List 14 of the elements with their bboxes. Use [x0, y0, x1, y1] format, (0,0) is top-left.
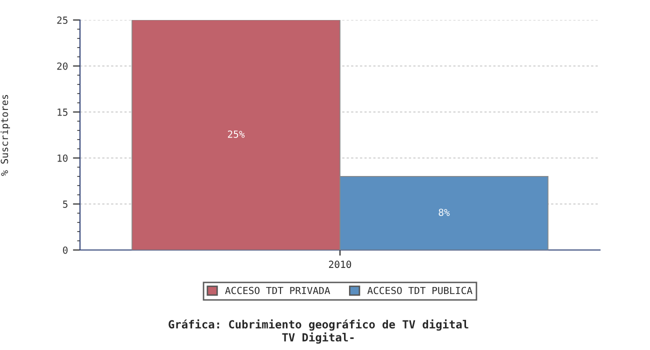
- y-tick-label: 10: [58, 154, 68, 162]
- y-tick-label: 25: [57, 16, 68, 24]
- y-tick-label: 5: [63, 200, 68, 208]
- data-label: 8%: [438, 208, 450, 216]
- text: Gráfica: Cubrimiento geográfico de TV digital: [168, 319, 468, 331]
- y-tick-label: 20: [57, 62, 68, 70]
- x-tick-label: 2010: [329, 260, 352, 268]
- legend-label: ACCESO TDT PUBLICA: [367, 286, 472, 294]
- legend-label: ACCESO TDT PRIVADA: [225, 286, 330, 294]
- data-label: 25%: [228, 130, 245, 138]
- y-axis-title: % Suscriptores: [0, 94, 10, 176]
- y-tick-label: 15: [58, 108, 68, 116]
- y-tick-label: 0: [62, 246, 68, 254]
- text: TV Digital-: [282, 332, 354, 344]
